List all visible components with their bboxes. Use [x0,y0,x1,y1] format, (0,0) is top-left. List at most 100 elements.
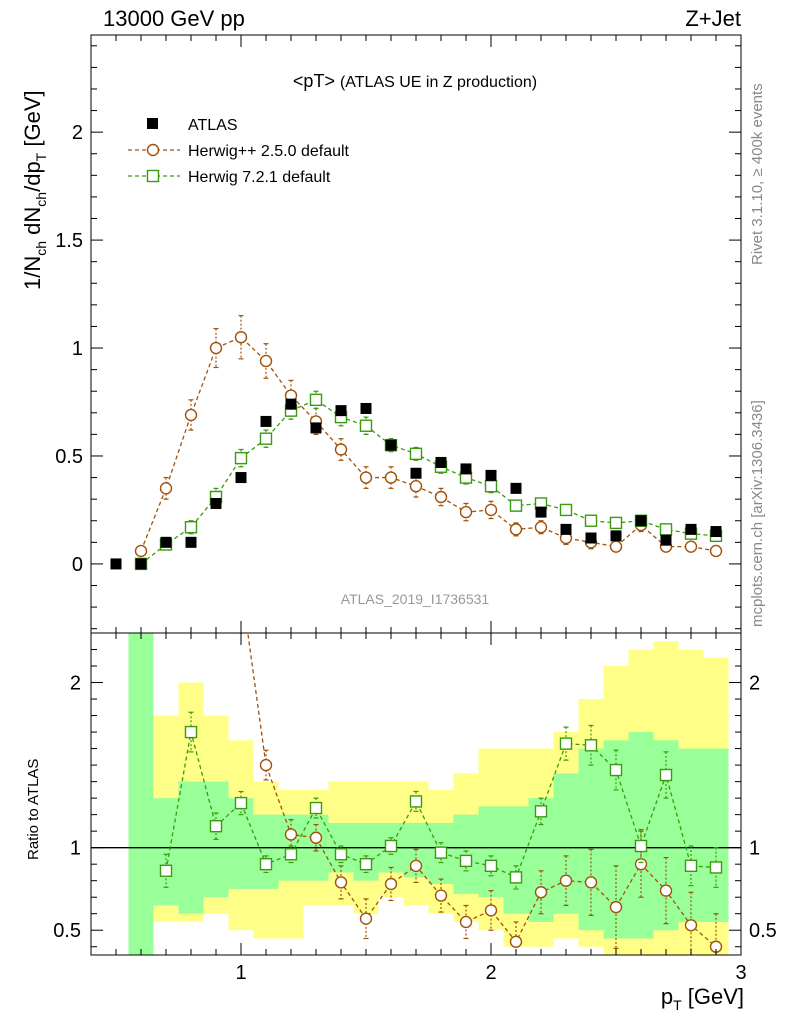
ratio-y-tick-label-left: 2 [70,673,81,695]
uncertainty-band-inner [128,633,154,955]
ratio-frame [90,632,742,956]
atlas-point [360,402,372,414]
herwigpp-point [359,471,373,484]
ratio-herwig7-point [684,859,698,873]
herwig7-point [234,451,248,465]
ratio-herwigpp-line [247,633,717,948]
ratio-y-tick-label-right: 0.5 [749,920,777,942]
herwig7-point [184,521,198,534]
herwigpp-point [234,331,248,344]
uncertainty-band-inner [503,806,529,914]
legend-herwig7-label: Herwig 7.2.1 default [188,169,331,186]
ratio-herwig7-point [534,805,548,818]
atlas-point [260,415,272,427]
herwigpp-point [184,408,198,422]
ratio-herwigpp-point [584,876,598,889]
ratio-herwig7-point [434,846,448,859]
legend-herwig7-marker [146,169,160,183]
ratio-herwigpp-point [309,831,323,844]
herwig7-point [409,447,423,461]
uncertainty-band-inner [153,798,179,906]
ratio-herwigpp-point [484,904,498,917]
ratio-herwig7-point [284,848,298,861]
herwigpp-point [684,540,698,553]
main-y-axis-label: 1/Nch dNch/dpT [GeV] [20,90,49,290]
herwigpp-point [384,471,398,484]
ratio-herwigpp-point [409,859,423,873]
herwig7-point [659,523,673,536]
ratio-herwig7-point [334,848,348,861]
atlas-point [710,526,722,538]
ratio-herwigpp-point [684,919,698,932]
uncertainty-band-inner [553,773,579,914]
ratio-herwigpp-point [259,758,273,772]
ratio-herwigpp-point [659,884,673,897]
legend-atlas-marker [147,118,158,129]
ratio-herwig7-point [634,839,648,853]
main-plot-area [110,315,723,571]
atlas-point [335,405,347,417]
uncertainty-band-inner [703,748,729,922]
atlas-point [410,467,422,479]
herwig7-point [509,499,523,512]
analysis-id-label: ATLAS_2019_I1736531 [341,591,490,607]
ratio-herwigpp-point [459,915,473,929]
ratio-herwigpp-point [359,912,373,925]
atlas-point [285,398,297,410]
x-tick-label: 2 [485,962,496,984]
ratio-herwigpp-point [334,876,348,889]
ratio-herwig7-point [209,820,223,833]
ratio-herwig7-point [184,725,198,739]
y-tick-label: 1 [72,338,83,360]
y-tick-label: 2 [72,122,83,144]
ratio-herwig7-point [459,854,473,868]
ratio-herwig7-point [609,763,623,777]
legend-atlas-label: ATLAS [188,117,238,134]
ratio-herwig7-point [159,864,173,877]
ratio-herwigpp-point [434,889,448,902]
atlas-point [435,456,447,468]
ratio-y-tick-label-right: 2 [749,673,760,695]
atlas-point [110,558,122,570]
mcplots-label: mcplots.cern.ch [arXiv:1306.3436] [749,400,766,627]
ratio-herwigpp-point [609,900,623,914]
herwigpp-point [434,490,448,504]
herwig7-line [140,399,717,565]
atlas-point [235,472,247,484]
ratio-herwig7-point [559,737,573,750]
ratio-y-tick-label-left: 1 [70,838,81,860]
uncertainty-band-inner [478,806,504,898]
atlas-point [685,523,697,535]
ratio-herwig7-point [234,796,248,810]
herwigpp-point [259,354,273,368]
herwig7-point [559,503,573,517]
y-tick-label: 0.5 [55,446,83,468]
herwigpp-point [509,523,523,536]
ratio-herwigpp-point [509,935,523,948]
x-tick-label: 1 [235,962,246,984]
atlas-point [660,534,672,546]
atlas-point [535,506,547,518]
uncertainty-band-inner [578,748,604,931]
herwigpp-line [140,336,717,552]
herwig7-point [309,393,323,407]
uncertainty-band-inner [353,822,379,881]
ratio-herwig7-point [509,871,523,884]
atlas-point [510,482,522,494]
atlas-point [635,515,647,527]
ratio-y-axis-label: Ratio to ATLAS [25,759,42,860]
herwig7-point [584,514,598,527]
herwigpp-point [534,521,548,534]
ratio-herwig7-line [165,731,717,879]
ratio-plot-area [91,633,741,955]
atlas-point [160,536,172,548]
atlas-point [310,422,322,434]
herwig7-point [609,516,623,530]
atlas-point [385,439,397,451]
herwigpp-point [209,341,223,355]
atlas-point [485,469,497,481]
ratio-herwig7-point [259,857,273,871]
legend-herwigpp-label: Herwig++ 2.5.0 default [188,143,350,160]
ratio-herwig7-point [659,768,673,782]
